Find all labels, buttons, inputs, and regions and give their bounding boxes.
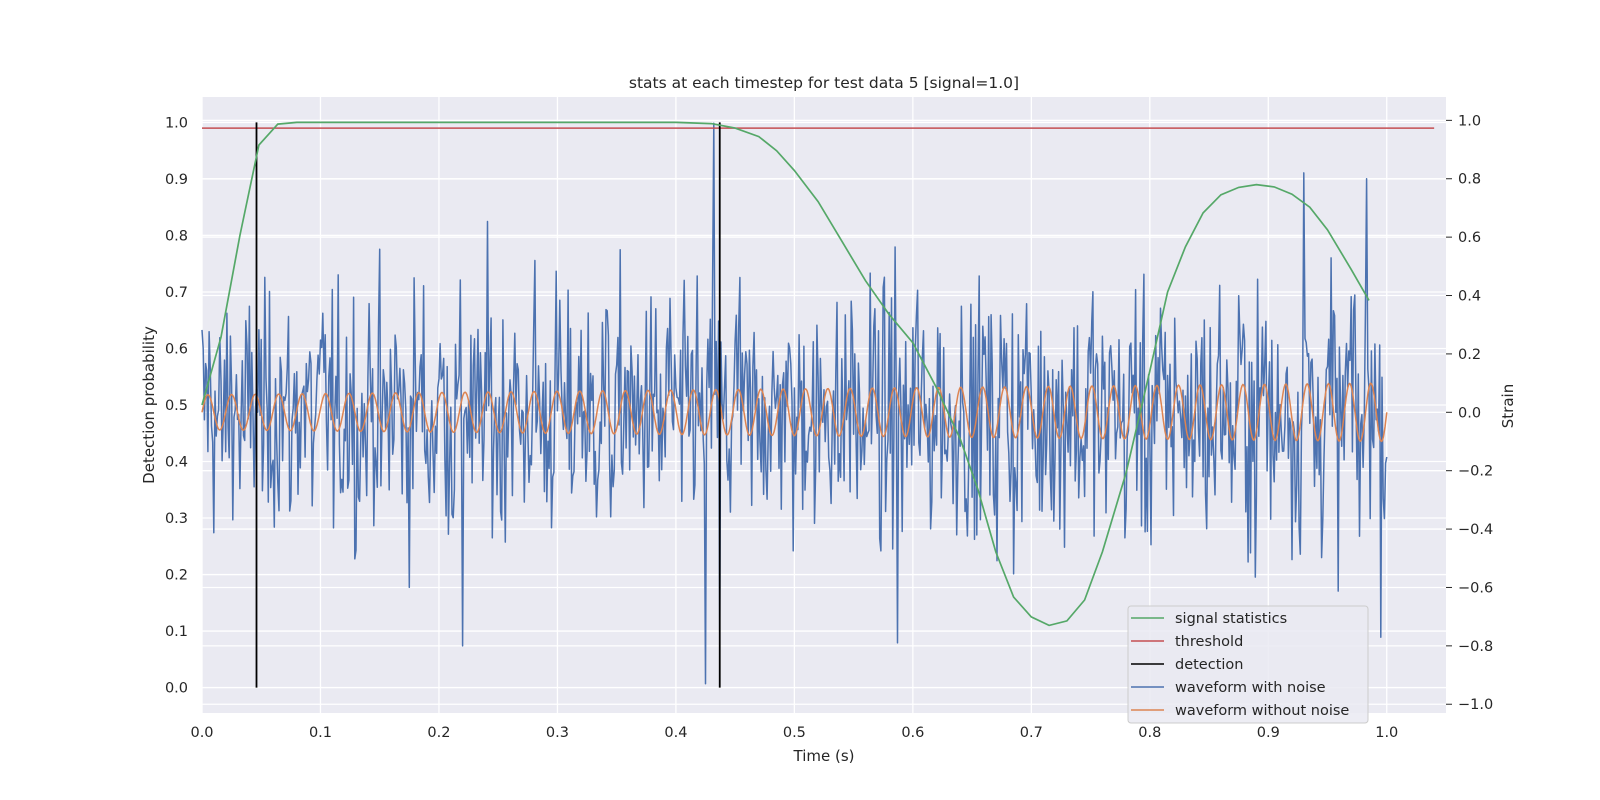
- x-tick-label: 0.7: [1020, 725, 1043, 741]
- x-axis: 0.0 0.1 0.2 0.3 0.4 0.5 0.6 0.7 0.8 0.9 1.0: [190, 725, 1398, 741]
- legend-label-detection: detection: [1175, 657, 1243, 673]
- y-tick-label: 0.4: [165, 455, 188, 471]
- x-tick-label: 0.9: [1257, 725, 1280, 741]
- series-signal-statistics: [201, 121, 1370, 627]
- legend-label-signal-statistics: signal statistics: [1175, 611, 1287, 627]
- x-tick-label: 0.0: [190, 725, 213, 741]
- series-waveform-with-noise: [201, 122, 1388, 685]
- y-right-tick-label: 0.8: [1458, 172, 1481, 188]
- y-right-tick-label: 1.0: [1458, 113, 1481, 129]
- x-tick-label: 0.6: [901, 725, 924, 741]
- x-axis-title: Time (s): [793, 747, 855, 765]
- x-tick-label: 0.3: [546, 725, 569, 741]
- y-tick-label: 0.5: [165, 398, 188, 414]
- y-tick-label: 0.6: [165, 341, 188, 357]
- y-tick-label: 0.3: [165, 511, 188, 527]
- y-axis-right: −1.0 −0.8 −0.6 −0.4 −0.2 0.0 0.2 0.4 0.6 0.8 1.0: [1446, 113, 1493, 713]
- x-tick-label: 0.4: [664, 725, 687, 741]
- legend-box: [1127, 605, 1369, 724]
- x-tick-label: 0.2: [427, 725, 450, 741]
- legend-label-waveform-with-noise: waveform with noise: [1175, 680, 1326, 696]
- legend-label-waveform-without-noise: waveform without noise: [1175, 703, 1349, 719]
- y-right-tick-label: 0.0: [1458, 405, 1481, 421]
- x-tick-label: 0.1: [309, 725, 332, 741]
- y-tick-label: 0.8: [165, 228, 188, 244]
- y-right-tick-label: −1.0: [1458, 697, 1493, 713]
- y-right-tick-label: 0.6: [1458, 230, 1481, 246]
- legend-label-threshold: threshold: [1175, 634, 1243, 650]
- y-tick-label: 0.7: [165, 285, 188, 301]
- y-right-tick-label: −0.4: [1458, 522, 1493, 538]
- y-right-tick-label: −0.8: [1458, 639, 1493, 655]
- y-axis-left: 0.0 0.1 0.2 0.3 0.4 0.5 0.6 0.7 0.8 0.9 1.0: [165, 115, 188, 696]
- y-right-tick-label: −0.2: [1458, 464, 1493, 480]
- y-right-tick-label: 0.4: [1458, 289, 1481, 305]
- x-tick-label: 1.0: [1375, 725, 1398, 741]
- y-tick-label: 1.0: [165, 115, 188, 131]
- y-tick-label: 0.9: [165, 172, 188, 188]
- y-tick-label: 0.0: [165, 681, 188, 697]
- x-tick-label: 0.5: [783, 725, 806, 741]
- y-axis-right-title: Strain: [1499, 384, 1517, 428]
- series-layer: [201, 121, 1435, 688]
- y-tick-label: 0.2: [165, 568, 188, 584]
- x-tick-label: 0.8: [1138, 725, 1161, 741]
- y-right-tick-label: −0.6: [1458, 580, 1493, 596]
- y-right-tick-label: 0.2: [1458, 347, 1481, 363]
- series-waveform-without-noise: [201, 382, 1388, 443]
- y-axis-title: Detection probability: [140, 326, 158, 484]
- y-tick-label: 0.1: [165, 624, 188, 640]
- legend: signal statistics threshold detection wa…: [1127, 605, 1369, 724]
- chart-title: stats at each timestep for test data 5 […: [629, 74, 1019, 92]
